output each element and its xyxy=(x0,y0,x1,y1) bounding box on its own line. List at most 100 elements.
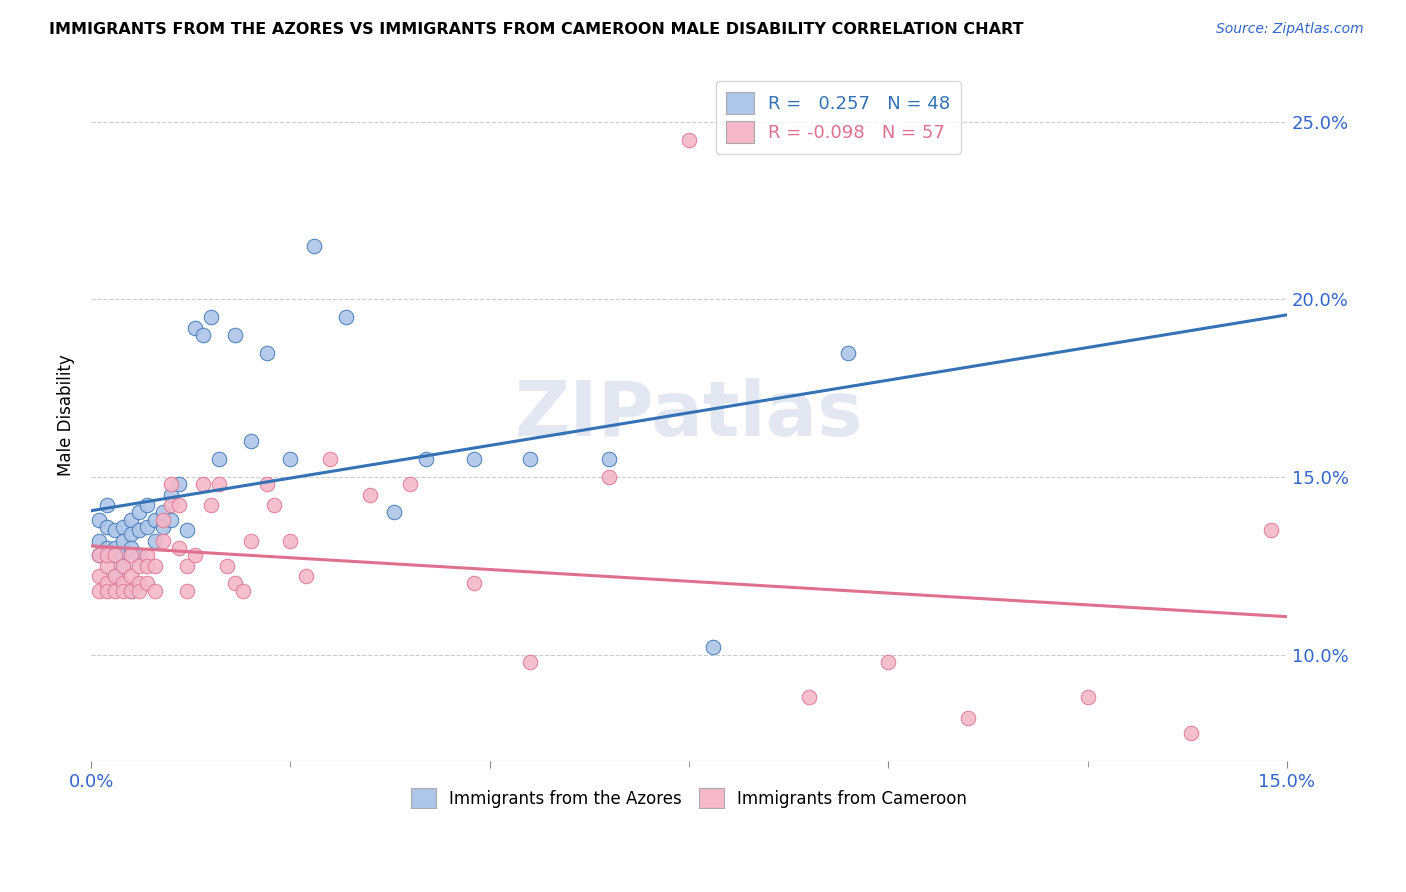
Point xyxy=(152,506,174,520)
Point xyxy=(112,583,135,598)
Point xyxy=(89,569,111,583)
Point xyxy=(120,526,142,541)
Point xyxy=(335,310,357,325)
Point xyxy=(136,576,159,591)
Point xyxy=(112,558,135,573)
Point xyxy=(104,548,127,562)
Point xyxy=(152,519,174,533)
Point xyxy=(598,452,620,467)
Point xyxy=(143,512,166,526)
Point xyxy=(200,499,222,513)
Point xyxy=(359,488,381,502)
Point xyxy=(120,569,142,583)
Point xyxy=(463,452,485,467)
Point xyxy=(89,533,111,548)
Point xyxy=(89,512,111,526)
Point xyxy=(382,506,405,520)
Point xyxy=(519,655,541,669)
Point xyxy=(89,548,111,562)
Point xyxy=(96,541,118,555)
Point xyxy=(167,541,190,555)
Point xyxy=(96,519,118,533)
Point xyxy=(112,533,135,548)
Point xyxy=(167,499,190,513)
Text: IMMIGRANTS FROM THE AZORES VS IMMIGRANTS FROM CAMEROON MALE DISABILITY CORRELATI: IMMIGRANTS FROM THE AZORES VS IMMIGRANTS… xyxy=(49,22,1024,37)
Point xyxy=(128,583,150,598)
Point xyxy=(200,310,222,325)
Point xyxy=(104,523,127,537)
Point xyxy=(152,533,174,548)
Point xyxy=(160,477,183,491)
Point xyxy=(136,548,159,562)
Point xyxy=(104,541,127,555)
Point xyxy=(598,470,620,484)
Point xyxy=(415,452,437,467)
Point xyxy=(136,499,159,513)
Point xyxy=(167,477,190,491)
Point xyxy=(280,533,302,548)
Point xyxy=(143,583,166,598)
Point xyxy=(319,452,342,467)
Point xyxy=(136,519,159,533)
Point xyxy=(104,583,127,598)
Point xyxy=(1260,523,1282,537)
Point xyxy=(224,576,246,591)
Point xyxy=(256,477,278,491)
Point xyxy=(96,583,118,598)
Point xyxy=(120,541,142,555)
Legend: Immigrants from the Azores, Immigrants from Cameroon: Immigrants from the Azores, Immigrants f… xyxy=(405,781,973,815)
Point xyxy=(128,523,150,537)
Y-axis label: Male Disability: Male Disability xyxy=(58,354,75,475)
Point xyxy=(112,519,135,533)
Text: ZIPatlas: ZIPatlas xyxy=(515,378,863,452)
Point xyxy=(112,576,135,591)
Point xyxy=(160,499,183,513)
Point xyxy=(96,558,118,573)
Point xyxy=(176,583,198,598)
Point xyxy=(702,640,724,655)
Point xyxy=(399,477,422,491)
Point xyxy=(128,558,150,573)
Point xyxy=(191,477,214,491)
Point xyxy=(120,583,142,598)
Point xyxy=(239,434,262,449)
Point xyxy=(797,690,820,705)
Point xyxy=(304,239,326,253)
Point xyxy=(160,488,183,502)
Point xyxy=(877,655,900,669)
Point xyxy=(837,345,859,359)
Point xyxy=(256,345,278,359)
Point xyxy=(136,558,159,573)
Point xyxy=(128,548,150,562)
Point xyxy=(104,548,127,562)
Point xyxy=(96,576,118,591)
Point xyxy=(678,132,700,146)
Point xyxy=(280,452,302,467)
Point xyxy=(96,548,118,562)
Point xyxy=(208,477,231,491)
Point xyxy=(89,583,111,598)
Point xyxy=(191,327,214,342)
Point xyxy=(96,499,118,513)
Point xyxy=(263,499,285,513)
Point xyxy=(120,583,142,598)
Point xyxy=(184,548,207,562)
Point xyxy=(463,576,485,591)
Point xyxy=(232,583,254,598)
Point xyxy=(143,558,166,573)
Point xyxy=(143,533,166,548)
Point xyxy=(120,512,142,526)
Point xyxy=(112,548,135,562)
Point xyxy=(519,452,541,467)
Point xyxy=(104,569,127,583)
Point xyxy=(239,533,262,548)
Point xyxy=(1180,725,1202,739)
Point xyxy=(224,327,246,342)
Point xyxy=(1077,690,1099,705)
Point xyxy=(176,523,198,537)
Point xyxy=(215,558,238,573)
Point xyxy=(176,558,198,573)
Point xyxy=(152,512,174,526)
Text: Source: ZipAtlas.com: Source: ZipAtlas.com xyxy=(1216,22,1364,37)
Point xyxy=(120,548,142,562)
